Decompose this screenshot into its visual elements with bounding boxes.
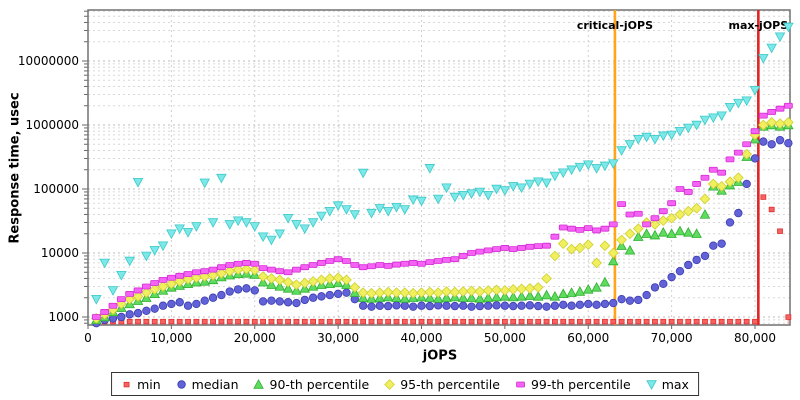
legend-item-median: median [176, 377, 239, 392]
y-axis-title: Response time, usec [7, 92, 23, 244]
x-tick-label: 10,000 [150, 331, 192, 345]
y-tick-label: 1000000 [26, 118, 79, 132]
p90-marker-icon [253, 378, 265, 389]
max-marker-icon [645, 379, 657, 390]
legend-item-p95: 95-th percentile [384, 377, 500, 392]
y-tick-label: 10000000 [18, 54, 79, 68]
legend-label-min: min [137, 376, 161, 392]
x-tick-label: 70,000 [651, 331, 693, 345]
max-jops-label: max-jOPS [729, 19, 789, 32]
critical-jops-label: critical-jOPS [577, 19, 653, 32]
p95-marker-icon [384, 378, 396, 390]
legend-label-p99: 99-th percentile [530, 376, 631, 392]
legend-item-p99: 99-th percentile [515, 377, 631, 392]
median-marker-icon [176, 379, 186, 389]
min-marker-icon [123, 381, 130, 387]
series-min [93, 194, 792, 325]
x-axis-title: jOPS [422, 348, 458, 364]
legend-item-max: max [645, 376, 689, 392]
p99-marker-icon [516, 381, 525, 387]
y-tick-label: 100000 [33, 182, 79, 196]
x-tick-label: 80,000 [734, 331, 776, 345]
legend-item-min: min [121, 377, 161, 392]
y-tick-labels: 1000 10000 100000 1000000 10000000 [18, 54, 79, 324]
x-tick-label: 20,000 [234, 331, 276, 345]
y-tick-label: 10000 [41, 246, 79, 260]
series-max [91, 22, 794, 305]
x-tick-labels: 0 10,000 20,000 30,000 40,000 50,000 60,000 70,… [84, 325, 776, 345]
y-axis-ticks [82, 10, 88, 324]
legend-item-p90: 90-th percentile [253, 376, 370, 392]
x-tick-label: 50,000 [484, 331, 526, 345]
x-tick-label: 40,000 [401, 331, 443, 345]
y-tick-label: 1000 [48, 310, 79, 324]
legend: min median 90-th percentile 95-th percentil… [111, 372, 699, 396]
legend-label-p95: 95-th percentile [400, 376, 500, 392]
legend-label-median: median [191, 376, 239, 392]
legend-label-p90: 90-th percentile [269, 376, 370, 392]
legend-label-max: max [661, 376, 689, 392]
series-p99 [91, 102, 793, 320]
series-p95 [90, 116, 794, 324]
x-tick-label: 30,000 [317, 331, 359, 345]
plot-border [87, 9, 791, 326]
x-tick-label: 60,000 [567, 331, 609, 345]
x-tick-label: 0 [84, 331, 92, 345]
